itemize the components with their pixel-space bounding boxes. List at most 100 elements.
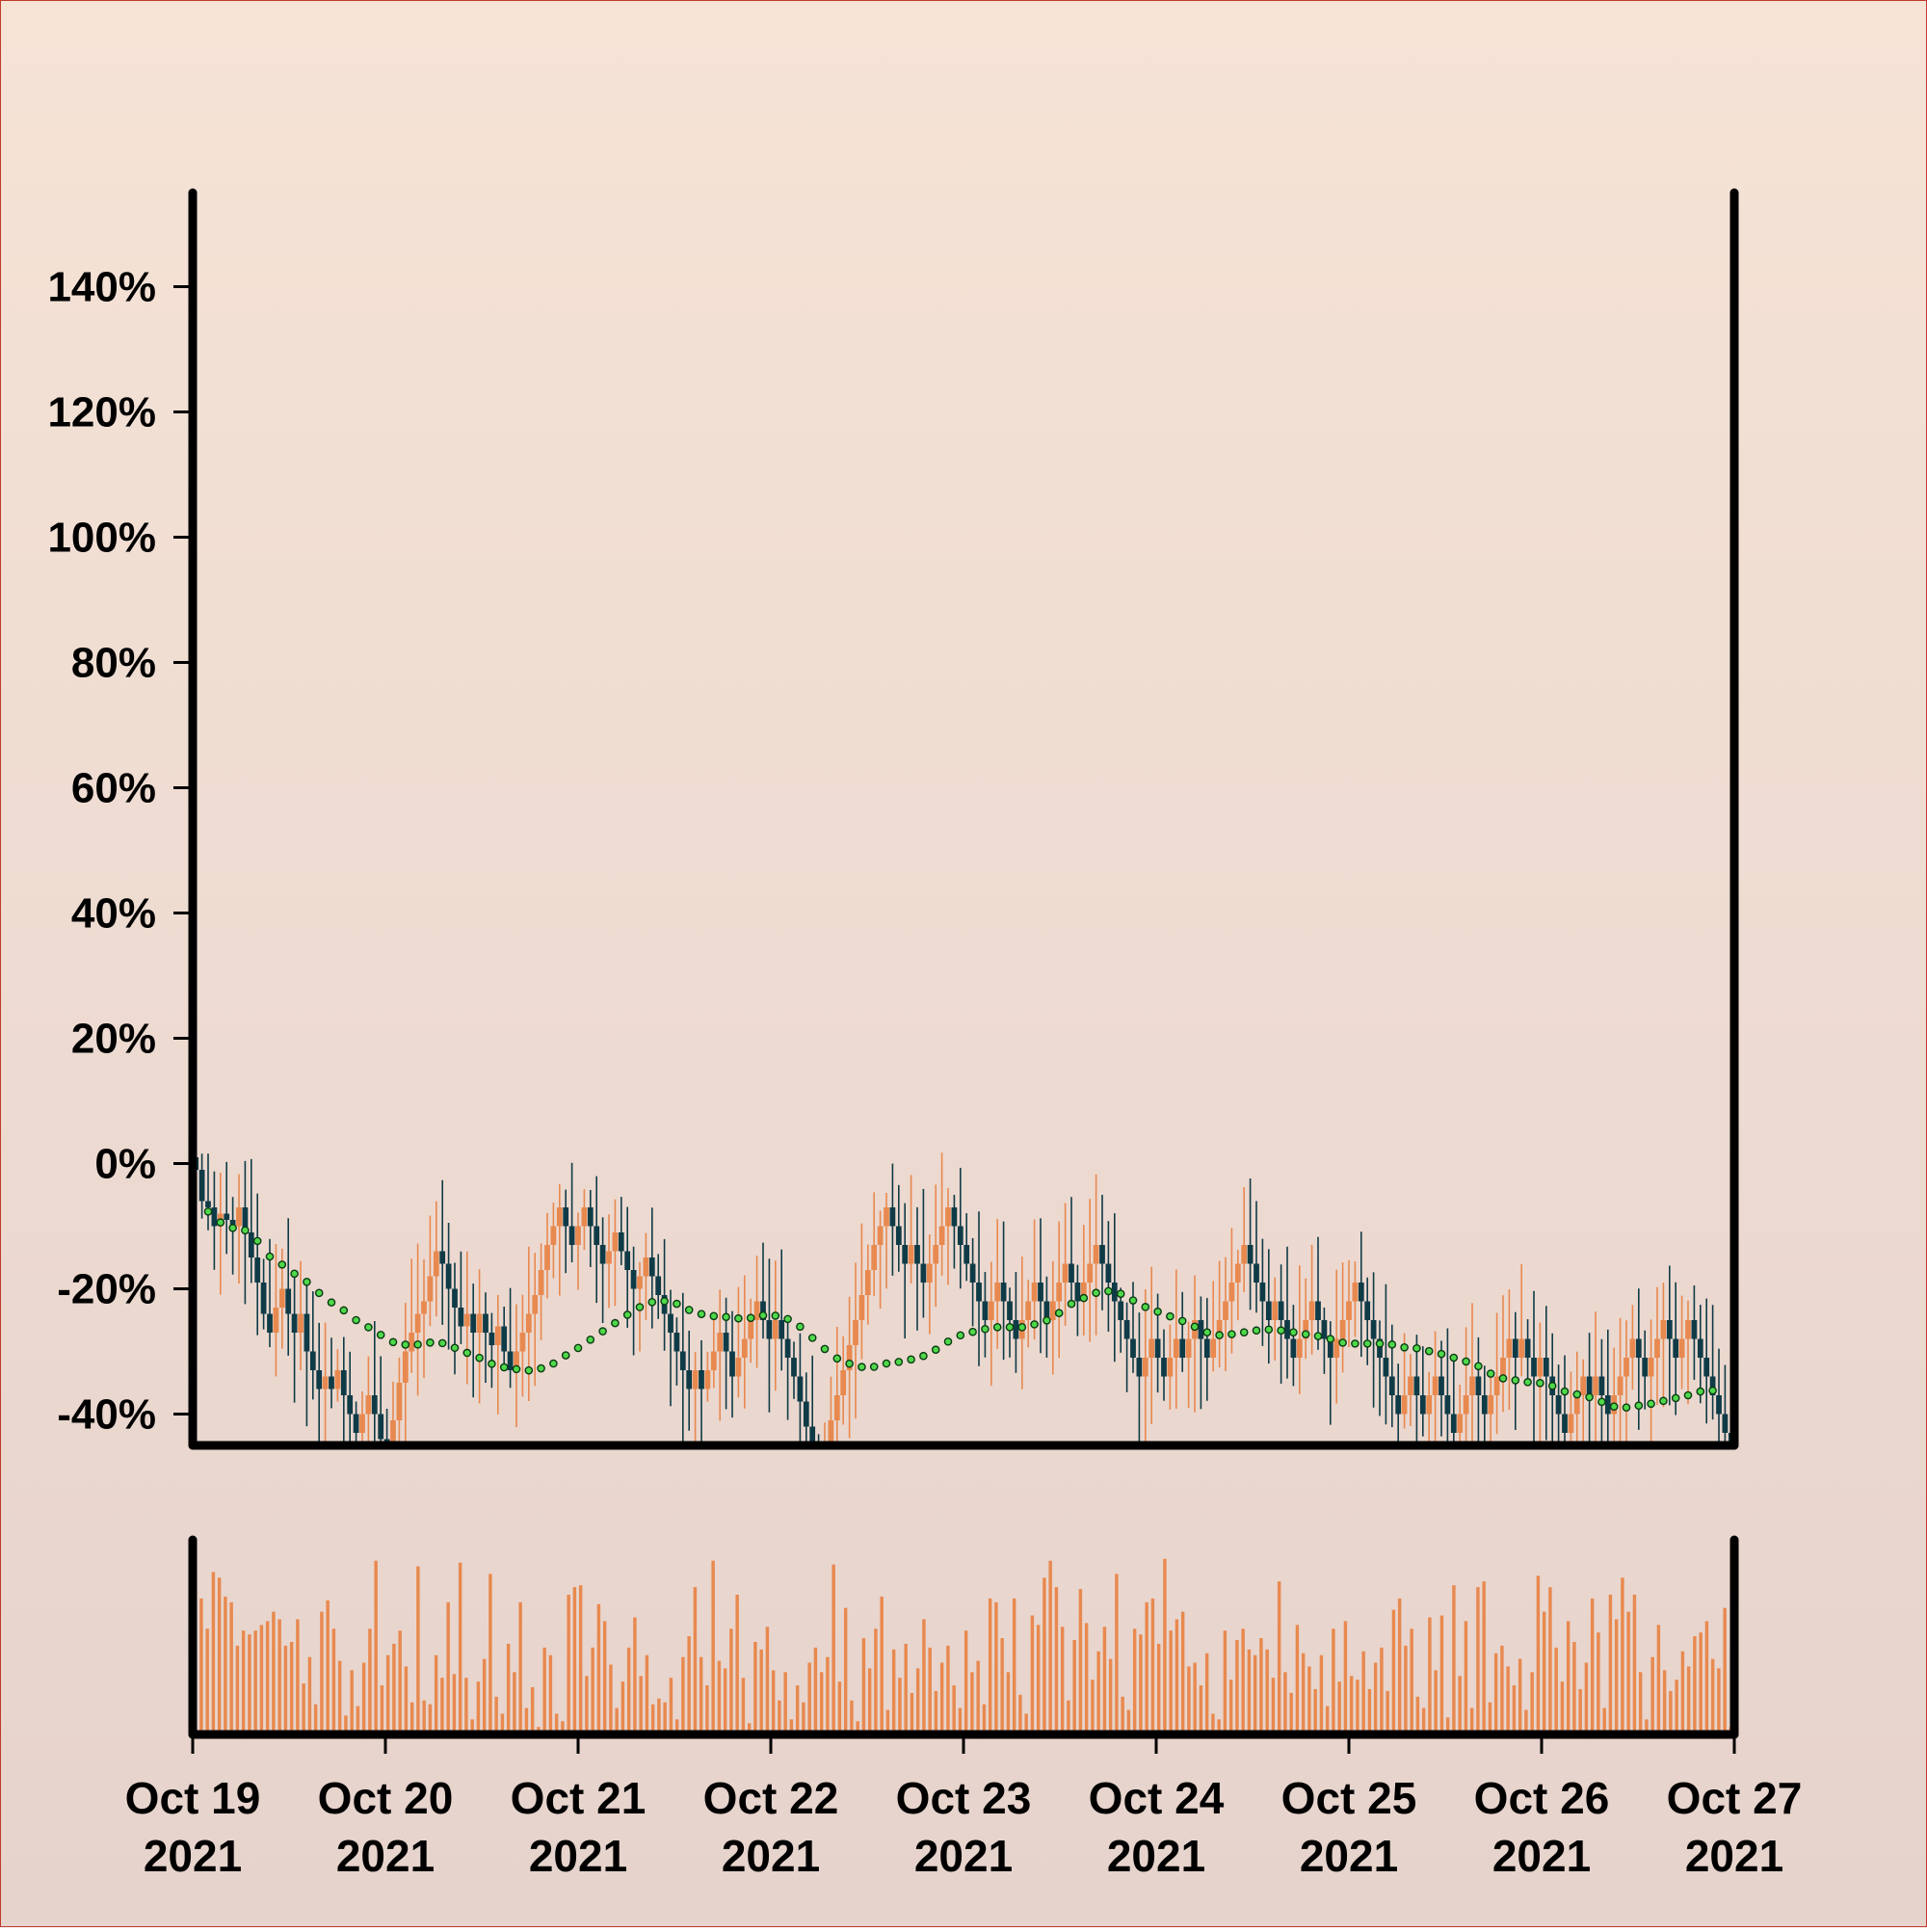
volume-bar [1145,1601,1148,1734]
volume-bar [272,1611,276,1734]
volume-bar [392,1643,396,1734]
volume-bar [422,1700,426,1734]
candle-body [951,1207,958,1227]
volume-bar [1000,1638,1004,1734]
candle-body [1272,1301,1279,1320]
volume-bar [1102,1627,1107,1734]
candle-body [1185,1338,1192,1358]
candle-body [1259,1283,1266,1302]
candle-body [1198,1320,1204,1339]
candle-body [594,1226,600,1245]
candle-body [908,1245,914,1264]
ma-point [758,1310,768,1320]
candle-body [494,1326,501,1345]
volume-bar [1428,1617,1432,1734]
candle-body [760,1301,766,1320]
volume-bar [350,1670,354,1734]
ma-point [611,1318,620,1328]
x-tick-label-line2: 2021 [144,1831,242,1881]
candle-body [1216,1320,1223,1339]
volume-bar [795,1685,800,1734]
ma-point [1128,1296,1138,1305]
candle-body [507,1351,514,1370]
ma-point [1474,1362,1483,1371]
volume-bar [620,1681,625,1734]
volume-bar [898,1678,902,1734]
candle-body [1148,1338,1155,1358]
candle-body [1000,1283,1007,1302]
volume-bar [1621,1577,1624,1734]
candle-body [396,1383,403,1420]
volume-bar [1662,1670,1667,1734]
volume-bar [657,1698,661,1734]
candle-body [1524,1338,1531,1358]
ma-point [709,1311,719,1321]
candle-body [229,1220,236,1227]
candle-body [1463,1395,1469,1415]
volume-bar [476,1681,481,1734]
candle-body [1722,1414,1729,1433]
x-tick-label-line1: Oct 21 [511,1773,647,1823]
candle-body [668,1313,673,1333]
volume-bar [735,1594,739,1734]
volume-bar [885,1709,890,1734]
candle-body [1604,1395,1611,1415]
ma-point [869,1363,879,1371]
ma-point [1190,1322,1200,1332]
volume-bar [1265,1649,1269,1734]
candle-body [1105,1263,1112,1283]
candle-body [1327,1338,1333,1358]
candle-body [1388,1376,1395,1395]
candle-body [568,1226,575,1245]
ma-point [684,1306,694,1314]
candle-body [1469,1376,1475,1395]
volume-bar [783,1672,787,1734]
ma-point [290,1269,299,1279]
ma-point [1092,1288,1100,1298]
candle-body [1635,1338,1642,1358]
ma-point [1202,1328,1212,1337]
volume-bar [832,1564,835,1734]
volume-bar [302,1683,305,1734]
volume-bar [669,1678,673,1734]
candle-body [334,1370,341,1389]
candle-body [1593,1376,1598,1395]
candle-body [1512,1338,1518,1358]
price-panel [193,1087,1734,1445]
candle-body [563,1207,569,1227]
candle-body [1013,1320,1019,1339]
volume-bar [1078,1589,1083,1734]
volume-bar [1584,1662,1589,1734]
ma-point [1351,1339,1359,1348]
volume-bar [259,1625,264,1734]
volume-bar [741,1678,746,1734]
volume-bar [1548,1587,1552,1734]
volume-bar [409,1702,414,1734]
x-tick-label-line1: Oct 23 [896,1773,1032,1823]
volume-bar [416,1566,420,1734]
ma-point [673,1299,681,1309]
volume-bar [1048,1560,1052,1734]
candle-body [1290,1338,1297,1358]
y-tick-label: 120% [47,389,156,437]
candle-body [1278,1301,1284,1320]
ma-point [413,1339,422,1349]
moving-average-line [203,1207,1717,1412]
volume-bar [1036,1625,1041,1734]
candle-body [766,1320,773,1339]
volume-bar [1301,1653,1306,1734]
volume-bar [1132,1628,1137,1734]
volume-bar [1391,1609,1396,1734]
candle-body [1303,1320,1309,1339]
ma-point [462,1348,472,1358]
volume-bar [922,1619,926,1734]
candle-body [205,1201,211,1207]
volume-bar [1452,1585,1456,1734]
x-tick-label-line2: 2021 [529,1831,627,1881]
volume-bar [1439,1615,1444,1734]
candle-body [1531,1358,1537,1377]
ma-point [807,1334,817,1342]
candle-body [402,1351,409,1383]
candle-body [470,1313,477,1333]
